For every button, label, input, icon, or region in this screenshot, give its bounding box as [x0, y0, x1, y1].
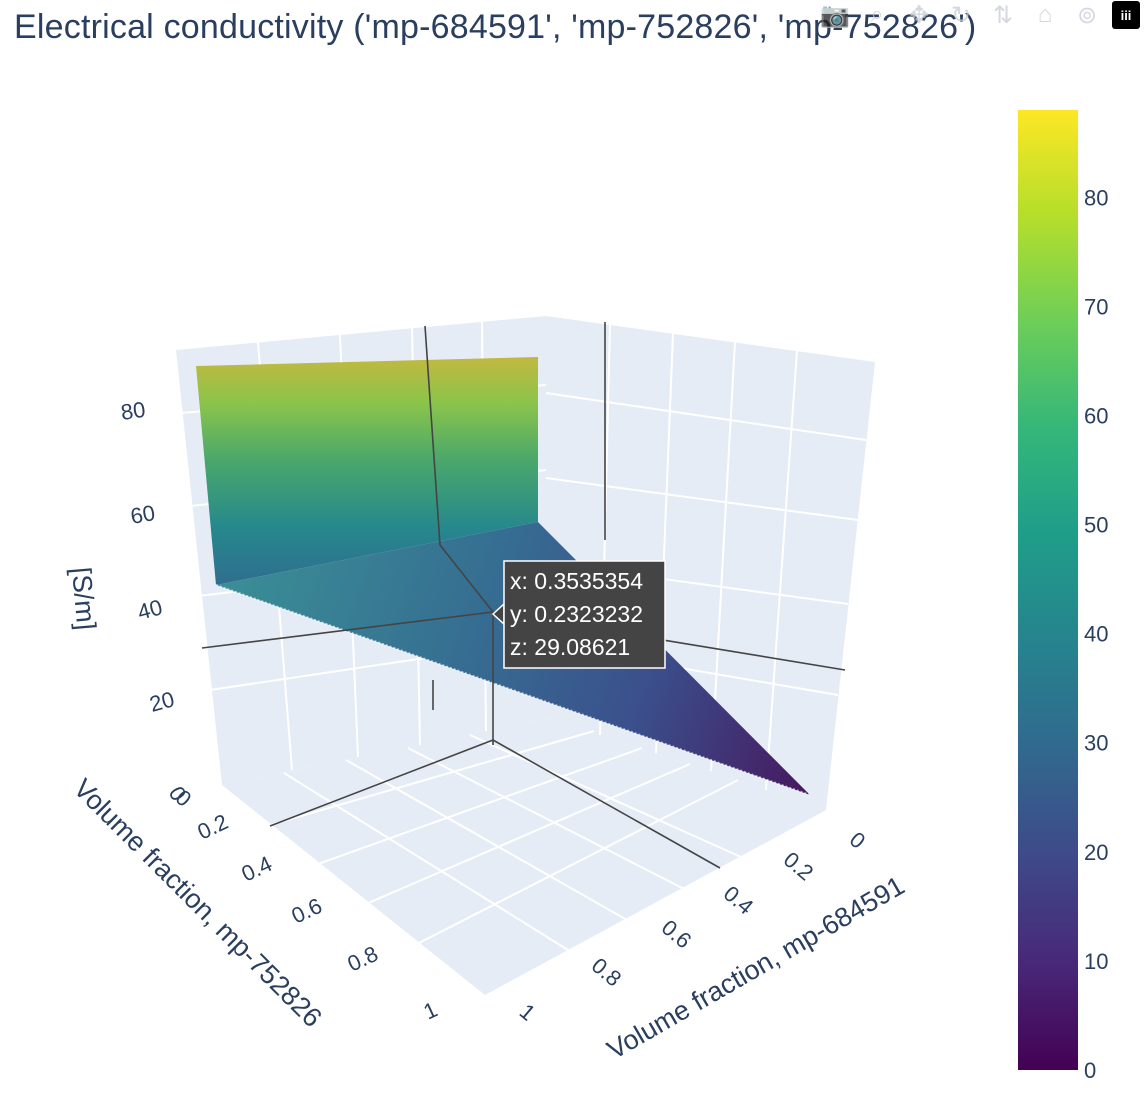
modebar: 📷 ⌕ ✥ ↻ ⇅ ⌂ ⊚ iii — [818, 0, 1140, 30]
x-tick-label: 0 — [845, 827, 870, 854]
orbit-icon[interactable]: ↻ — [950, 1, 972, 29]
colorbar-tick-label: 40 — [1084, 622, 1108, 647]
zoom-icon[interactable]: ⌕ — [870, 1, 884, 28]
y-tick-label: 0.4 — [238, 851, 276, 887]
z-tick-label: 80 — [119, 397, 147, 425]
colorbar-tick-label: 20 — [1084, 840, 1108, 865]
z-tick-label: 40 — [135, 594, 165, 624]
pan-icon[interactable]: ✥ — [908, 1, 930, 29]
z-tick-label: 60 — [129, 500, 157, 529]
hover-y-text: y: 0.2323232 — [510, 601, 643, 627]
colorbar-tick-label: 0 — [1084, 1058, 1096, 1083]
reset-icon[interactable]: ⊚ — [1076, 1, 1098, 29]
colorbar-tick-label: 80 — [1084, 185, 1108, 210]
hover-box — [503, 560, 666, 669]
plotly-logo-icon[interactable]: iii — [1112, 1, 1140, 29]
z-axis-title: [S/m] — [66, 566, 101, 631]
colorbar-tick-label: 60 — [1084, 403, 1108, 428]
colorbar-tick-label: 70 — [1084, 294, 1108, 319]
x-tick-label: 0.2 — [779, 847, 819, 886]
x-tick-label: 1 — [515, 999, 540, 1026]
chart-title: Electrical conductivity ('mp-684591', 'm… — [14, 8, 977, 46]
camera-icon[interactable]: 📷 — [820, 1, 850, 29]
hover-z-text: z: 29.08621 — [510, 634, 630, 660]
y-tick-label: 0.6 — [288, 893, 326, 929]
x-tick-label: 0.6 — [657, 915, 697, 954]
turntable-icon[interactable]: ⇅ — [992, 1, 1014, 29]
colorbar-tick-label: 30 — [1084, 731, 1108, 756]
y-tick-label: 1 — [420, 997, 442, 1025]
colorbar-tick-label: 10 — [1084, 949, 1108, 974]
x-tick-label: 0.4 — [719, 881, 759, 920]
surface-wall-face[interactable] — [196, 357, 538, 585]
hover-x-text: x: 0.3535354 — [510, 568, 643, 594]
hover-tooltip: x: 0.3535354 y: 0.2323232 z: 29.08621 — [491, 560, 666, 669]
home-icon[interactable]: ⌂ — [1037, 1, 1053, 28]
y-tick-label: 0.8 — [344, 941, 382, 977]
colorbar-tick-label: 50 — [1084, 513, 1108, 538]
surface-edge — [215, 584, 811, 796]
z-tick-label: 20 — [147, 686, 177, 716]
colorbar-gradient — [1018, 110, 1078, 1070]
x-tick-label: 0.8 — [587, 953, 627, 992]
y-tick-label: 0.2 — [194, 809, 232, 845]
colorbar-ticks: 0 10 20 30 40 50 60 70 80 — [1084, 185, 1108, 1083]
floor-plane — [222, 718, 826, 995]
z-axis: 0 20 40 60 80 [S/m] — [66, 397, 191, 805]
colorbar: 0 10 20 30 40 50 60 70 80 — [1018, 110, 1108, 1083]
